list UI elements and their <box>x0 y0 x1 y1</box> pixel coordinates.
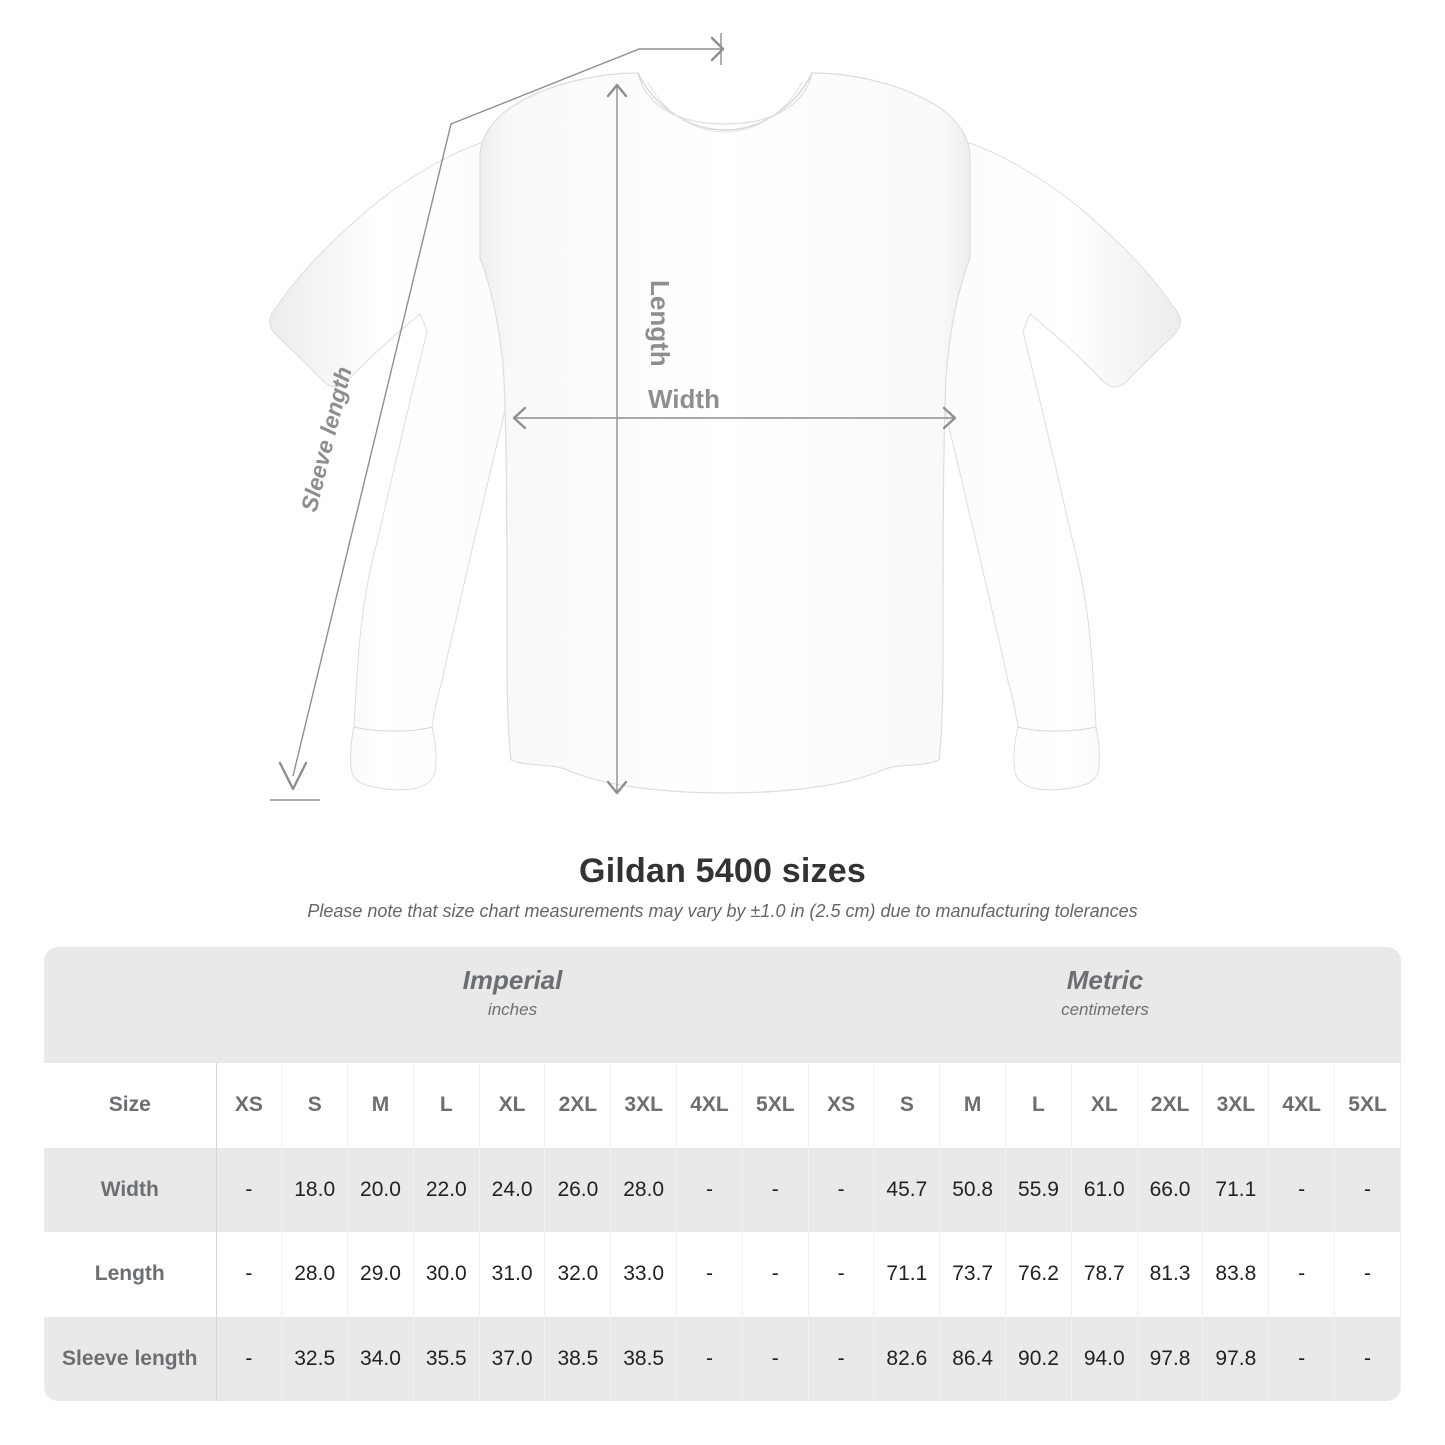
svg-text:Width: Width <box>648 384 720 414</box>
svg-text:Length: Length <box>645 280 675 367</box>
svg-text:Sleeve length: Sleeve length <box>296 364 357 514</box>
